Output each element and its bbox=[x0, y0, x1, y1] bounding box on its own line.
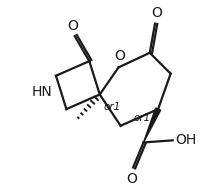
Text: HN: HN bbox=[32, 86, 53, 99]
Polygon shape bbox=[144, 108, 161, 142]
Text: O: O bbox=[114, 49, 125, 63]
Text: O: O bbox=[127, 172, 138, 186]
Text: OH: OH bbox=[175, 133, 196, 147]
Text: O: O bbox=[67, 19, 78, 33]
Text: or1: or1 bbox=[133, 113, 150, 123]
Text: O: O bbox=[152, 6, 163, 21]
Text: or1: or1 bbox=[104, 102, 121, 112]
